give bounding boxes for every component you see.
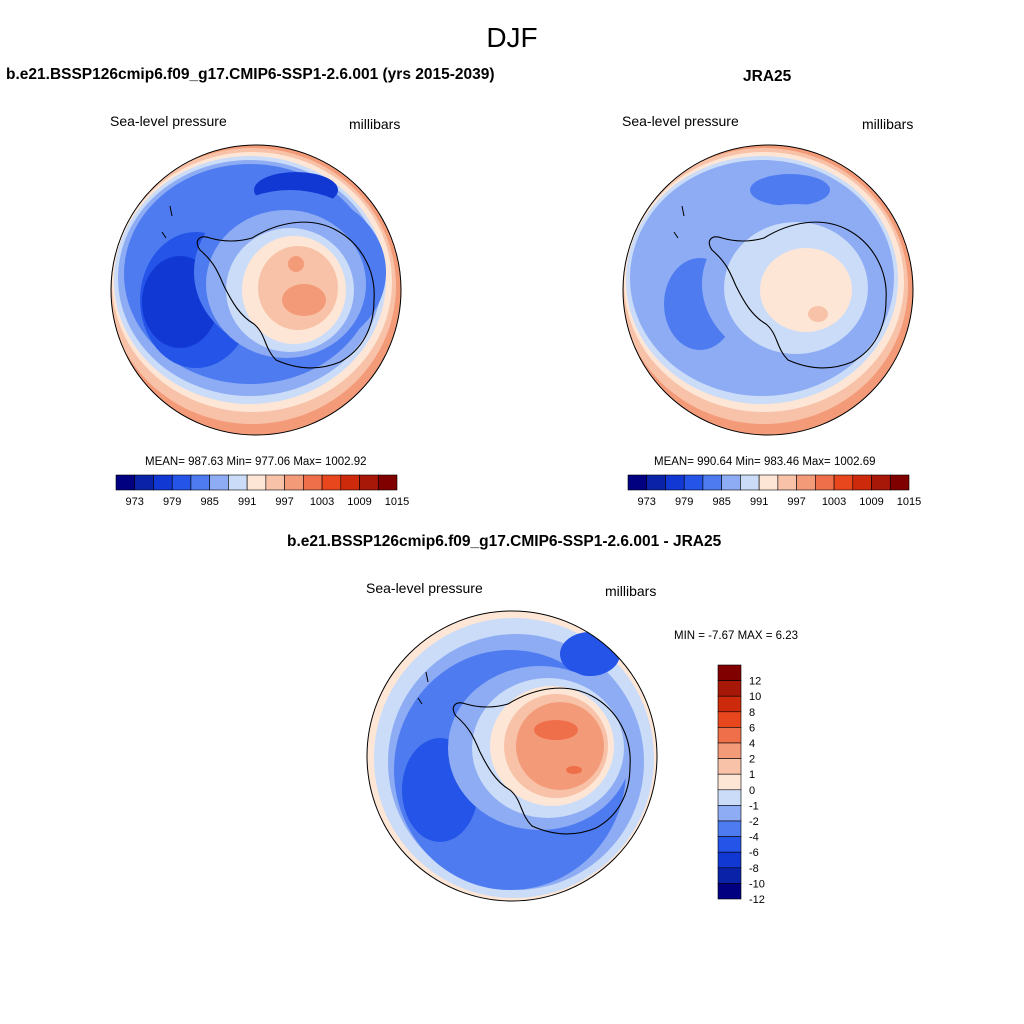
colorbar-swatch [717, 883, 742, 900]
colorbar-swatch [683, 474, 704, 491]
colorbar-tick-label: 10 [749, 691, 761, 703]
colorbar-swatch [665, 474, 685, 491]
colorbar-tick-label: 1009 [859, 496, 883, 508]
colorbar-swatch [377, 474, 398, 491]
colorbar-swatch [190, 474, 210, 491]
colorbar-swatch [627, 474, 648, 491]
colorbar-swatch [871, 474, 891, 491]
colorbar-tick-label: -1 [749, 800, 759, 812]
panel-1-title: b.e21.BSSP126cmip6.f09_g17.CMIP6-SSP1-2.… [6, 66, 495, 83]
panel-2-stats: MEAN= 990.64 Min= 983.46 Max= 1002.69 [654, 456, 876, 468]
colorbar-swatch [209, 474, 229, 491]
colorbar-tick-label: 973 [638, 496, 656, 508]
colorbar-tick-label: 2 [749, 754, 755, 766]
colorbar-tick-label: 1009 [347, 496, 371, 508]
figure-title: DJF [486, 22, 538, 53]
colorbar-swatch [833, 474, 854, 491]
colorbar-swatch [717, 742, 742, 759]
colorbar-tick-label: -6 [749, 847, 759, 859]
colorbar-swatch [246, 474, 267, 491]
colorbar-tick-label: 1003 [310, 496, 334, 508]
panel-2-variable-label: Sea-level pressure [622, 113, 739, 129]
colorbar-swatch [740, 474, 760, 491]
colorbar-swatch [359, 474, 379, 491]
colorbar-swatch [717, 836, 742, 853]
colorbar-tick-label: 979 [675, 496, 693, 508]
colorbar-tick-label: -12 [749, 894, 765, 906]
colorbar-tick-label: 1015 [897, 496, 921, 508]
colorbar-swatch [228, 474, 248, 491]
colorbar-swatch [717, 851, 742, 869]
panel-2-title: JRA25 [743, 68, 792, 85]
colorbar-swatch [115, 474, 136, 491]
colorbar-tick-label: 4 [749, 738, 755, 750]
colorbar-tick-label: 6 [749, 722, 755, 734]
colorbar-tick-label: 985 [712, 496, 730, 508]
colorbar-swatch [717, 773, 742, 791]
map-panel-1 [110, 144, 402, 436]
colorbar-swatch [721, 474, 741, 491]
colorbar-tick-label: 997 [787, 496, 805, 508]
colorbar-swatch [717, 789, 742, 806]
map-panel-3 [366, 610, 658, 902]
colorbar-swatch [717, 867, 742, 884]
colorbar-swatch [717, 711, 742, 728]
colorbar-swatch [717, 680, 742, 697]
colorbar-swatch [702, 474, 722, 491]
colorbar-swatch [717, 727, 742, 744]
colorbar-tick-label: 1015 [385, 496, 409, 508]
colorbar-swatch [284, 474, 304, 491]
colorbar-tick-label: -8 [749, 863, 759, 875]
colorbar-tick-label: 8 [749, 707, 755, 719]
colorbar-tick-label: 1 [749, 769, 755, 781]
panel-3-units-label: millibars [605, 583, 657, 599]
map-panel-2 [622, 144, 914, 436]
panel-3-variable-label: Sea-level pressure [366, 580, 483, 596]
colorbar-swatch [171, 474, 192, 491]
colorbar-swatch [646, 474, 666, 491]
colorbar-swatch [134, 474, 154, 491]
colorbar-swatch [265, 474, 285, 491]
colorbar-swatch [153, 474, 173, 491]
colorbar-swatch [717, 805, 742, 822]
colorbar-swatch [889, 474, 910, 491]
colorbar-tick-label: 991 [238, 496, 256, 508]
colorbar-tick-label: 991 [750, 496, 768, 508]
colorbar-swatch [717, 758, 742, 775]
colorbar-swatch [717, 820, 742, 837]
colorbar-swatch [758, 474, 779, 491]
colorbar-tick-label: 1003 [822, 496, 846, 508]
colorbar-tick-label: -10 [749, 878, 765, 890]
colorbar-swatch [852, 474, 872, 491]
colorbar-swatch [321, 474, 342, 491]
panel-2-units-label: millibars [862, 116, 914, 132]
colorbar-swatch [777, 474, 797, 491]
colorbar-swatch [303, 474, 323, 491]
colorbar-swatch [815, 474, 835, 491]
colorbar-tick-label: -2 [749, 816, 759, 828]
panel-1-units-label: millibars [349, 116, 401, 132]
colorbar-tick-label: 12 [749, 676, 761, 688]
colorbar-swatch [717, 664, 742, 681]
panel-3-title: b.e21.BSSP126cmip6.f09_g17.CMIP6-SSP1-2.… [287, 533, 722, 550]
colorbar-swatch [717, 695, 742, 713]
panel-3-stats: MIN = -7.67 MAX = 6.23 [674, 630, 799, 642]
colorbar-panel-2: 973 979 985 991 997 1003 1009 1015 [627, 474, 921, 508]
panel-1-stats: MEAN= 987.63 Min= 977.06 Max= 1002.92 [145, 456, 367, 468]
colorbar-swatch [340, 474, 360, 491]
colorbar-tick-label: 0 [749, 785, 755, 797]
colorbar-tick-label: 997 [275, 496, 293, 508]
colorbar-swatch [796, 474, 816, 491]
colorbar-tick-label: 979 [163, 496, 181, 508]
colorbar-panel-1: 973 979 985 991 997 1003 1009 1015 [115, 474, 409, 508]
colorbar-tick-label: 973 [126, 496, 144, 508]
panel-1-variable-label: Sea-level pressure [110, 113, 227, 129]
colorbar-tick-label: 985 [200, 496, 218, 508]
colorbar-tick-label: -4 [749, 832, 759, 844]
